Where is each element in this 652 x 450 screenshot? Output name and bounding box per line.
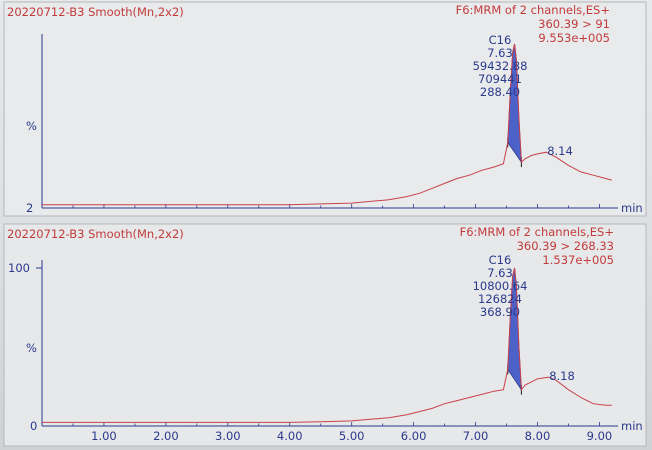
panel-2-y-top-label: 100 (8, 261, 30, 275)
panel-1-x-label: min (621, 201, 643, 215)
panel-2-peak-label-rt: 7.63 (487, 266, 513, 280)
panel-2-title: 20220712-B3 Smooth(Mn,2x2) (7, 227, 184, 241)
x-tick-label: 3.00 (215, 429, 241, 443)
panel-1: 20220712-B3 Smooth(Mn,2x2) F6:MRM of 2 c… (3, 1, 647, 217)
panel-2-x-label: min (621, 419, 643, 433)
panel-2-header-line-3: 1.537e+005 (542, 253, 614, 267)
panel-1-header-line-2: 360.39 > 91 (538, 17, 610, 31)
panel-2-peak-label-name: C16 (489, 253, 512, 267)
panel-1-header-line-1: F6:MRM of 2 channels,ES+ (456, 3, 610, 17)
panel-2: 20220712-B3 Smooth(Mn,2x2) F6:MRM of 2 c… (3, 223, 647, 447)
panel-1-peak-label-name: C16 (489, 33, 512, 47)
panel-2-y-label: % (26, 341, 37, 355)
panel-1-y-min-label: 2 (26, 201, 33, 215)
panel-2-peak-label-sn: 368.90 (480, 305, 520, 319)
panel-1-peak-2-label: 8.14 (547, 144, 573, 158)
chromatogram-trace (42, 43, 612, 206)
x-tick-label: 2.00 (153, 429, 179, 443)
panel-1-title: 20220712-B3 Smooth(Mn,2x2) (7, 5, 184, 19)
panel-2-trace (42, 267, 612, 423)
panel-2-frame (3, 223, 647, 447)
x-tick-label: 5.00 (339, 429, 365, 443)
x-tick-label: 9.00 (587, 429, 613, 443)
panel-1-frame (3, 1, 647, 217)
panel-2-peak-2-label: 8.18 (549, 369, 575, 383)
panel-2-header-line-1: F6:MRM of 2 channels,ES+ (460, 225, 614, 239)
x-tick-label: 7.00 (463, 429, 489, 443)
panel-2-peak-label-height: 126824 (478, 292, 522, 306)
panel-1-peak-label-area: 59432.88 (473, 59, 528, 73)
panel-1-y-label: % (26, 119, 37, 133)
panel-2-header-line-2: 360.39 > 268.33 (517, 239, 614, 253)
x-tick-label: 4.00 (277, 429, 303, 443)
panel-2-peak-label-area: 10800.64 (473, 279, 528, 293)
chromatogram-trace (42, 267, 612, 423)
panel-1-peak-label-height: 709441 (478, 72, 522, 86)
x-tick-label: 8.00 (525, 429, 551, 443)
panel-1-peak-label-rt: 7.63 (487, 46, 513, 60)
x-tick-label: 1.00 (91, 429, 117, 443)
panel-2-y-min-label: 0 (30, 419, 37, 433)
panel-1-peak-label-sn: 288.40 (480, 85, 520, 99)
panel-1-header-line-3: 9.553e+005 (538, 31, 610, 45)
panel-1-trace (42, 43, 612, 206)
panel-2-x-ticks: 1.00 2.00 3.00 4.00 5.00 6.00 7.00 8.00 9.00 (72, 422, 613, 443)
x-tick-label: 6.00 (401, 429, 427, 443)
